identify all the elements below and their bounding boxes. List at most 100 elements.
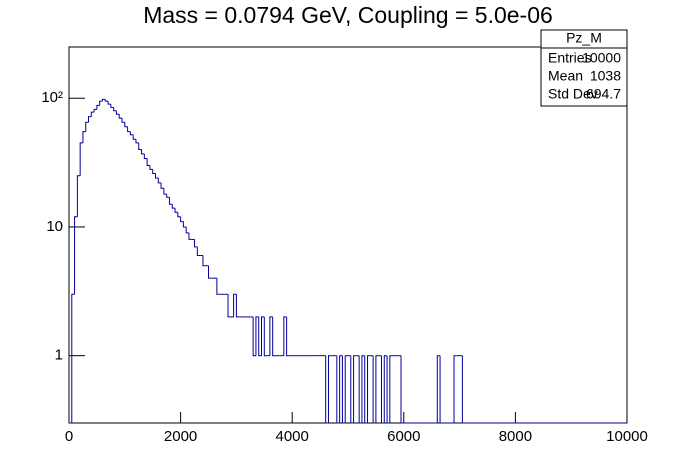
histogram-bin (85, 121, 89, 132)
x-tick-label: 4000 (276, 428, 309, 445)
histogram-bin (286, 316, 290, 357)
histogram-bin (168, 197, 173, 205)
histogram-bin (263, 316, 268, 357)
histogram-bin (152, 169, 156, 175)
histogram-bin (350, 355, 354, 424)
histogram-bin (141, 149, 145, 155)
histogram-bin (341, 355, 346, 424)
histogram-bin (372, 355, 376, 424)
histogram-bin (124, 122, 128, 128)
histogram-bin (436, 355, 441, 423)
histogram-bin (93, 108, 97, 113)
histogram-bin (361, 355, 365, 423)
histogram-bin (146, 158, 150, 167)
histogram-bin (283, 316, 287, 356)
histogram-bin (188, 232, 192, 240)
y-tick-label: 10 (46, 218, 63, 235)
histogram-bin (110, 104, 114, 108)
histogram-bin (132, 134, 136, 140)
histogram-bin (194, 239, 198, 248)
histogram-bin (227, 294, 231, 318)
y-tick-label: 1 (55, 347, 63, 364)
histogram-bin (171, 204, 176, 209)
histogram-bin (439, 355, 443, 424)
histogram-bin (269, 316, 273, 356)
histogram-bin (174, 208, 178, 213)
histogram-bin (160, 182, 164, 189)
histogram-bin (82, 131, 86, 143)
histogram-bin (358, 355, 362, 424)
x-tick-label: 6000 (387, 428, 420, 445)
histogram-bin (99, 100, 103, 106)
histogram-bin (261, 316, 265, 356)
stats-frame (540, 29, 628, 107)
histogram-bin (113, 107, 117, 112)
histogram-bin (353, 355, 357, 423)
x-tick-label: 0 (65, 428, 73, 445)
histogram-bin (76, 175, 81, 217)
histogram-bin (272, 316, 276, 357)
stats-value: 694.7 (586, 86, 621, 102)
histogram-bin (182, 221, 187, 228)
histogram-bin (216, 278, 220, 295)
stats-value: 10000 (582, 50, 621, 66)
histogram-bin (453, 355, 457, 423)
histogram-bin (233, 293, 237, 317)
histogram-bin (255, 316, 259, 356)
histogram-bin (185, 226, 189, 234)
x-tick-label: 10000 (606, 428, 648, 445)
histogram-bin (208, 265, 212, 279)
histogram-bin (336, 355, 340, 424)
histogram-bin (118, 114, 123, 119)
histogram-bin (135, 139, 139, 144)
histogram-bin (154, 173, 159, 179)
histogram-bin (327, 355, 332, 423)
histogram-bin (166, 194, 170, 198)
histogram-bin (180, 216, 184, 223)
stats-value: 1038 (590, 68, 621, 84)
histogram-bin (96, 104, 100, 110)
histogram-bin (129, 131, 134, 136)
plot-frame (68, 46, 628, 424)
histogram-bin (157, 178, 162, 184)
histogram-bin (127, 126, 131, 133)
histogram-bin (90, 111, 95, 117)
x-tick-label: 8000 (499, 428, 532, 445)
histogram-bin (115, 110, 120, 115)
histogram-bin (74, 216, 78, 295)
histogram-bin (196, 246, 201, 257)
histogram-bin (383, 355, 388, 423)
histogram-bin (104, 99, 109, 102)
stats-label: Entries (548, 50, 592, 66)
histogram-bin (202, 255, 206, 267)
histogram-bin (138, 142, 142, 150)
histogram-bin (325, 355, 329, 424)
histogram-bin (380, 355, 385, 424)
histogram-bin (235, 294, 240, 318)
y-tick-label: 10² (41, 89, 63, 106)
stats-label: Std Dev (548, 86, 598, 102)
histogram-bin (177, 212, 181, 218)
histogram-bin (258, 316, 262, 357)
histogram-bin (375, 355, 379, 423)
histogram-bin (344, 355, 348, 423)
histogram-bin (71, 293, 75, 423)
histogram-bin (389, 355, 393, 423)
histogram-bin (367, 355, 371, 423)
histogram-bin (107, 101, 111, 105)
histogram-bin (400, 355, 404, 424)
x-tick-label: 2000 (164, 428, 197, 445)
stats-title: Pz_M (566, 30, 602, 46)
stats-label: Mean (548, 68, 583, 84)
histogram-bin (339, 355, 343, 423)
histogram-bin (121, 118, 125, 123)
histogram-bin (143, 153, 148, 160)
histogram-bin (461, 355, 466, 424)
histogram-bin (252, 316, 256, 357)
histogram-bin (149, 165, 153, 170)
histogram-bin (364, 355, 368, 424)
histogram-bin (163, 188, 167, 195)
histogram-bin (101, 98, 106, 102)
